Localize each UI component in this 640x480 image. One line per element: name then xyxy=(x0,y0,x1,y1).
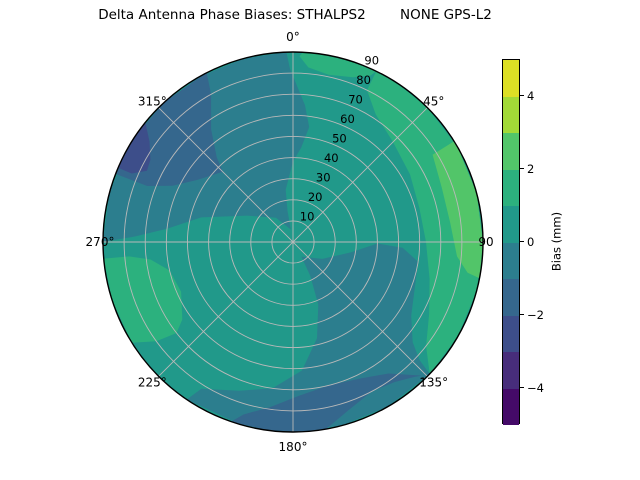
colorbar-tick-label-4: 4 xyxy=(527,88,535,103)
colorbar-tick-label--2: −2 xyxy=(527,307,544,322)
colorbar-tick-2 xyxy=(520,167,524,170)
theta-tick-label-135: 135° xyxy=(419,376,448,390)
r-tick-label-50: 50 xyxy=(332,131,347,145)
colorbar-band-3-to-4 xyxy=(503,96,519,133)
colorbar-band--2-to--1 xyxy=(503,279,519,316)
colorbar-band--1-to-0 xyxy=(503,242,519,279)
r-tick-label-80: 80 xyxy=(356,73,371,87)
polar-outline xyxy=(102,51,484,433)
r-tick-label-70: 70 xyxy=(348,92,363,106)
theta-tick-label-315: 315° xyxy=(138,94,167,108)
colorbar-axis-label: Bias (mm) xyxy=(549,211,564,272)
chart-title: Delta Antenna Phase Biases: STHALPS2 NON… xyxy=(98,7,492,23)
theta-tick-label-0: 0° xyxy=(286,30,300,44)
colorbar-tick-4 xyxy=(520,94,524,97)
contour-region-indigo-north-west-sliver xyxy=(118,122,151,174)
colorbar-band-0-to-1 xyxy=(503,206,519,243)
colorbar-band-2-to-3 xyxy=(503,133,519,170)
r-tick-label-90: 90 xyxy=(364,53,379,67)
colorbar-band--5-to--4 xyxy=(503,388,519,425)
colorbar xyxy=(502,59,520,425)
contour-region-steel-blue-south-arc xyxy=(231,373,423,432)
colorbar-band--3-to--2 xyxy=(503,315,519,352)
contour-region-green-north-rim-sliver xyxy=(299,52,377,78)
colorbar-tick-label--4: −4 xyxy=(527,380,544,395)
colorbar-band--4-to--3 xyxy=(503,352,519,389)
r-tick-label-10: 10 xyxy=(300,209,315,223)
r-tick-label-30: 30 xyxy=(316,170,331,184)
theta-tick-label-180: 180° xyxy=(279,440,308,454)
theta-tick-label-270: 270° xyxy=(86,235,115,249)
grid-spoke-135 xyxy=(158,107,428,377)
r-tick-label-40: 40 xyxy=(324,151,339,165)
theta-tick-label-225: 225° xyxy=(138,376,167,390)
contour-region-green-south-west-patch xyxy=(103,256,183,343)
colorbar-band-4-to-5 xyxy=(503,60,519,97)
r-tick-label-20: 20 xyxy=(308,190,323,204)
contour-regions xyxy=(103,52,483,432)
colorbar-band-1-to-2 xyxy=(503,169,519,206)
colorbar-tick-0 xyxy=(520,240,524,243)
colorbar-tick--2 xyxy=(520,313,524,316)
colorbar-tick--4 xyxy=(520,386,524,389)
colorbar-tick-label-0: 0 xyxy=(527,234,535,249)
colorbar-tick-label-2: 2 xyxy=(527,161,535,176)
r-tick-label-60: 60 xyxy=(340,112,355,126)
contour-region-bright-green-east-strip xyxy=(432,141,483,279)
theta-tick-label-45: 45° xyxy=(423,94,444,108)
theta-tick-label-90: 90 xyxy=(478,235,493,249)
